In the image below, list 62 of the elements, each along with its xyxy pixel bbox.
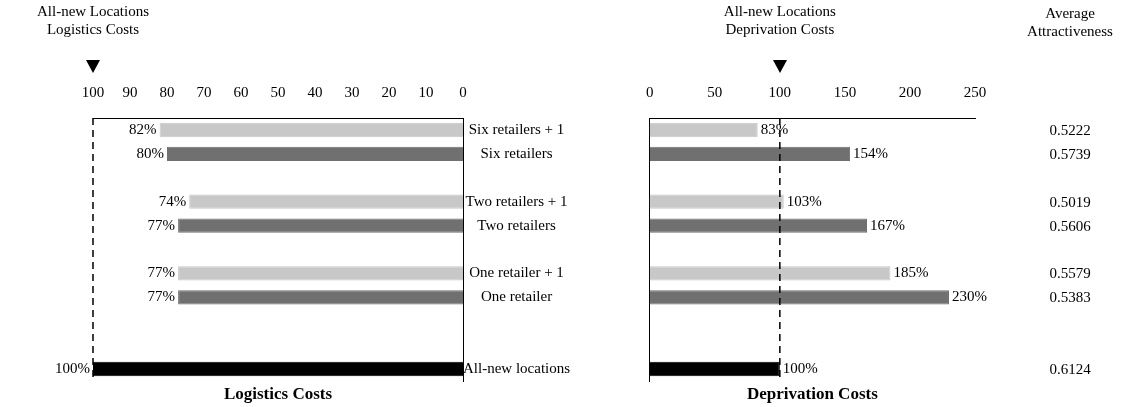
x-tick-label: 100 <box>768 83 792 100</box>
y-tick-label: One retailer <box>480 288 553 305</box>
ref-line-label: All-new Locations Deprivation Costs <box>723 2 837 37</box>
bar <box>649 266 891 281</box>
bar <box>159 122 463 138</box>
bar <box>649 290 949 305</box>
bar <box>649 146 851 162</box>
bar <box>167 146 463 162</box>
x-tick-label: 200 <box>898 83 922 100</box>
bar <box>178 290 463 305</box>
text: 0.5383 <box>1048 288 1092 307</box>
text: Deprivation Costs <box>746 384 879 404</box>
data-label: 154% <box>853 144 889 161</box>
x-tick-label: 90 <box>122 83 138 100</box>
text: 0.5606 <box>1048 216 1092 235</box>
y-tick-label: One retailer + 1 <box>469 264 564 281</box>
data-label: 80% <box>136 144 164 161</box>
x-tick-label: 30 <box>344 83 360 100</box>
y-tick-label: Six retailers + 1 <box>468 120 565 137</box>
x-tick-label: 40 <box>307 83 323 100</box>
data-label: 77% <box>147 288 176 305</box>
x-tick-label: 100 <box>81 83 105 100</box>
text: 0.5579 <box>1048 264 1092 283</box>
text: Logistics Costs <box>223 384 333 404</box>
bar <box>178 218 463 233</box>
bar <box>649 122 758 138</box>
x-tick-label: 0 <box>459 83 467 100</box>
x-tick-label: 250 <box>963 83 987 100</box>
bar <box>189 194 463 209</box>
x-tick-label: 70 <box>196 83 212 100</box>
y-tick-label: Two retailers + 1 <box>465 192 568 209</box>
data-label: 74% <box>158 192 187 209</box>
data-label: 100% <box>782 359 818 376</box>
x-tick-label: 10 <box>418 83 434 100</box>
bar <box>178 266 463 281</box>
y-tick-label: Two retailers <box>477 216 556 233</box>
text: 0.5019 <box>1048 192 1092 211</box>
data-label: 167% <box>870 216 906 233</box>
data-label: 77% <box>147 264 176 281</box>
text: 0.6124 <box>1048 360 1092 379</box>
data-label: 82% <box>129 120 157 137</box>
x-tick-label: 50 <box>707 83 723 100</box>
ref-line-label: All-new Locations Logistics Costs <box>36 2 150 37</box>
text: Average Attractiveness <box>1026 4 1114 40</box>
bar <box>649 218 868 233</box>
data-label: 77% <box>147 216 176 233</box>
data-label: 103% <box>786 192 822 209</box>
x-tick-label: 0 <box>646 83 654 100</box>
data-label: 185% <box>893 264 929 281</box>
data-label: 100% <box>55 359 90 376</box>
y-tick-label: Six retailers <box>480 144 553 161</box>
x-tick-label: 50 <box>270 83 286 100</box>
text: 0.5739 <box>1048 144 1092 163</box>
text: 0.5222 <box>1048 120 1092 139</box>
bar <box>649 194 784 209</box>
data-label: 230% <box>951 288 987 305</box>
x-tick-label: 150 <box>833 83 857 100</box>
x-tick-label: 80 <box>159 83 175 100</box>
x-tick-label: 60 <box>233 83 249 100</box>
y-tick-label: All-new locations <box>463 359 571 376</box>
data-label: 83% <box>760 120 789 137</box>
x-tick-label: 20 <box>381 83 397 100</box>
